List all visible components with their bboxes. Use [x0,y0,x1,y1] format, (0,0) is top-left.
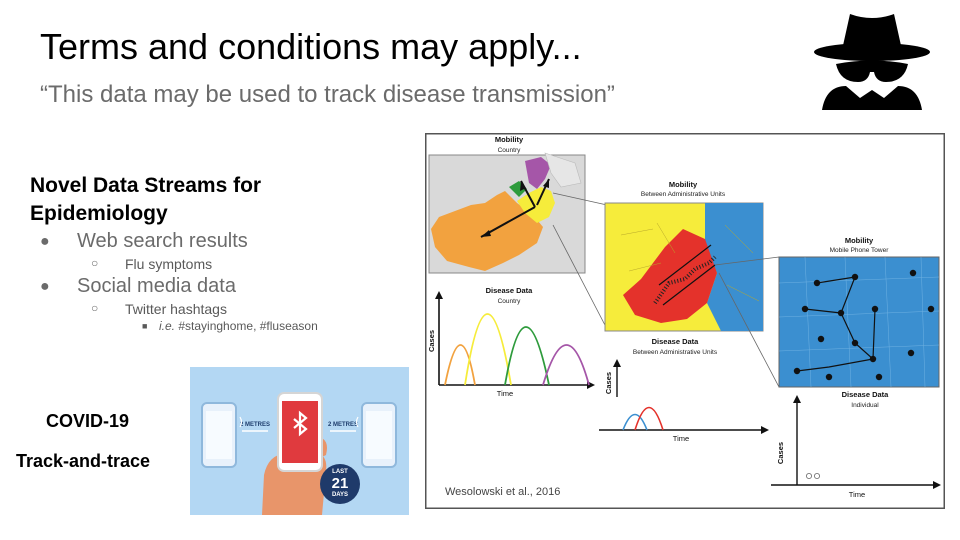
panel2-y-label: Cases [604,372,613,394]
panel1-disease-sub: Country [498,298,522,305]
figure-citation: Wesolowski et al., 2016 [445,486,560,498]
panel2-mobility-title: Mobility [669,180,698,189]
panel3-x-label: Time [849,490,865,499]
track-and-trace-label: Track-and-trace [16,451,151,471]
slide-title: Terms and conditions may apply... [40,26,582,67]
panel2-disease-title: Disease Data [652,337,700,346]
left-distance-label: 2 METRES [240,422,270,428]
right-distance-label: 2 METRES [328,422,358,428]
heading-line-2: Epidemiology [30,202,168,225]
panel3-mobility-title: Mobility [845,236,874,245]
panel-country: Mobility Country [428,135,586,274]
left-phone-icon [201,402,237,468]
bullet-social-media: Social media data [77,275,236,297]
bluetooth-icon [293,410,308,437]
section-heading: Novel Data Streams for Epidemiology [30,172,350,228]
panel3-disease-sub: Individual [851,402,879,409]
center-phone-icon [277,392,323,472]
sub-bullet-twitter: Twitter hashtags [125,301,227,317]
last-21-days-badge: LAST 21 DAYS [320,464,360,504]
panel-admin-units: Mobility Between Administrative Units [604,180,764,332]
sub-sub-bullet-hashtags: i.e. #stayinghome, #fluseason [159,319,318,333]
bullet-dot-icon: ● [40,278,50,295]
panel2-x-label: Time [673,434,689,443]
bullet-circle-icon: ○ [91,301,99,315]
bullet-dot-icon: ● [40,233,50,250]
panel-phone-towers: Mobility Mobile Phone Tower [778,236,940,388]
panel1-y-label: Cases [427,330,436,352]
chart-individual: Disease Data Individual Cases Time [771,390,941,499]
panel1-disease-title: Disease Data [486,286,534,295]
svg-text:LAST: LAST [332,469,348,475]
covid-label: COVID-19 [46,411,130,431]
track-and-trace-image: 2 METRES 2 METRES LAST 21 DAYS [190,367,409,515]
slide-subtitle: “This data may be used to track disease … [40,81,615,108]
panel1-mobility-sub: Country [498,147,522,154]
panel1-x-label: Time [497,389,513,398]
panel1-mobility-title: Mobility [495,135,524,144]
panel3-disease-title: Disease Data [842,390,890,399]
panel3-mobility-sub: Mobile Phone Tower [830,247,890,254]
chart-country: Disease Data Country Cases Time [427,286,595,398]
bullet-square-icon: ■ [142,321,148,331]
panel3-y-label: Cases [776,442,785,464]
bullet-web-search: Web search results [77,230,248,252]
mobility-disease-figure: Mobility Country Disease Data Country Ca… [425,133,945,509]
chart-admin-units: Disease Data Between Administrative Unit… [599,337,769,443]
sub-bullet-flu: Flu symptoms [125,256,213,272]
heading-line-1: Novel Data Streams for [30,174,262,197]
panel2-mobility-sub: Between Administrative Units [641,191,726,198]
svg-text:DAYS: DAYS [332,492,348,498]
spy-icon [814,14,930,110]
panel2-disease-sub: Between Administrative Units [633,349,718,356]
svg-text:21: 21 [332,475,349,492]
bullet-circle-icon: ○ [91,256,99,270]
right-phone-icon [361,402,397,468]
